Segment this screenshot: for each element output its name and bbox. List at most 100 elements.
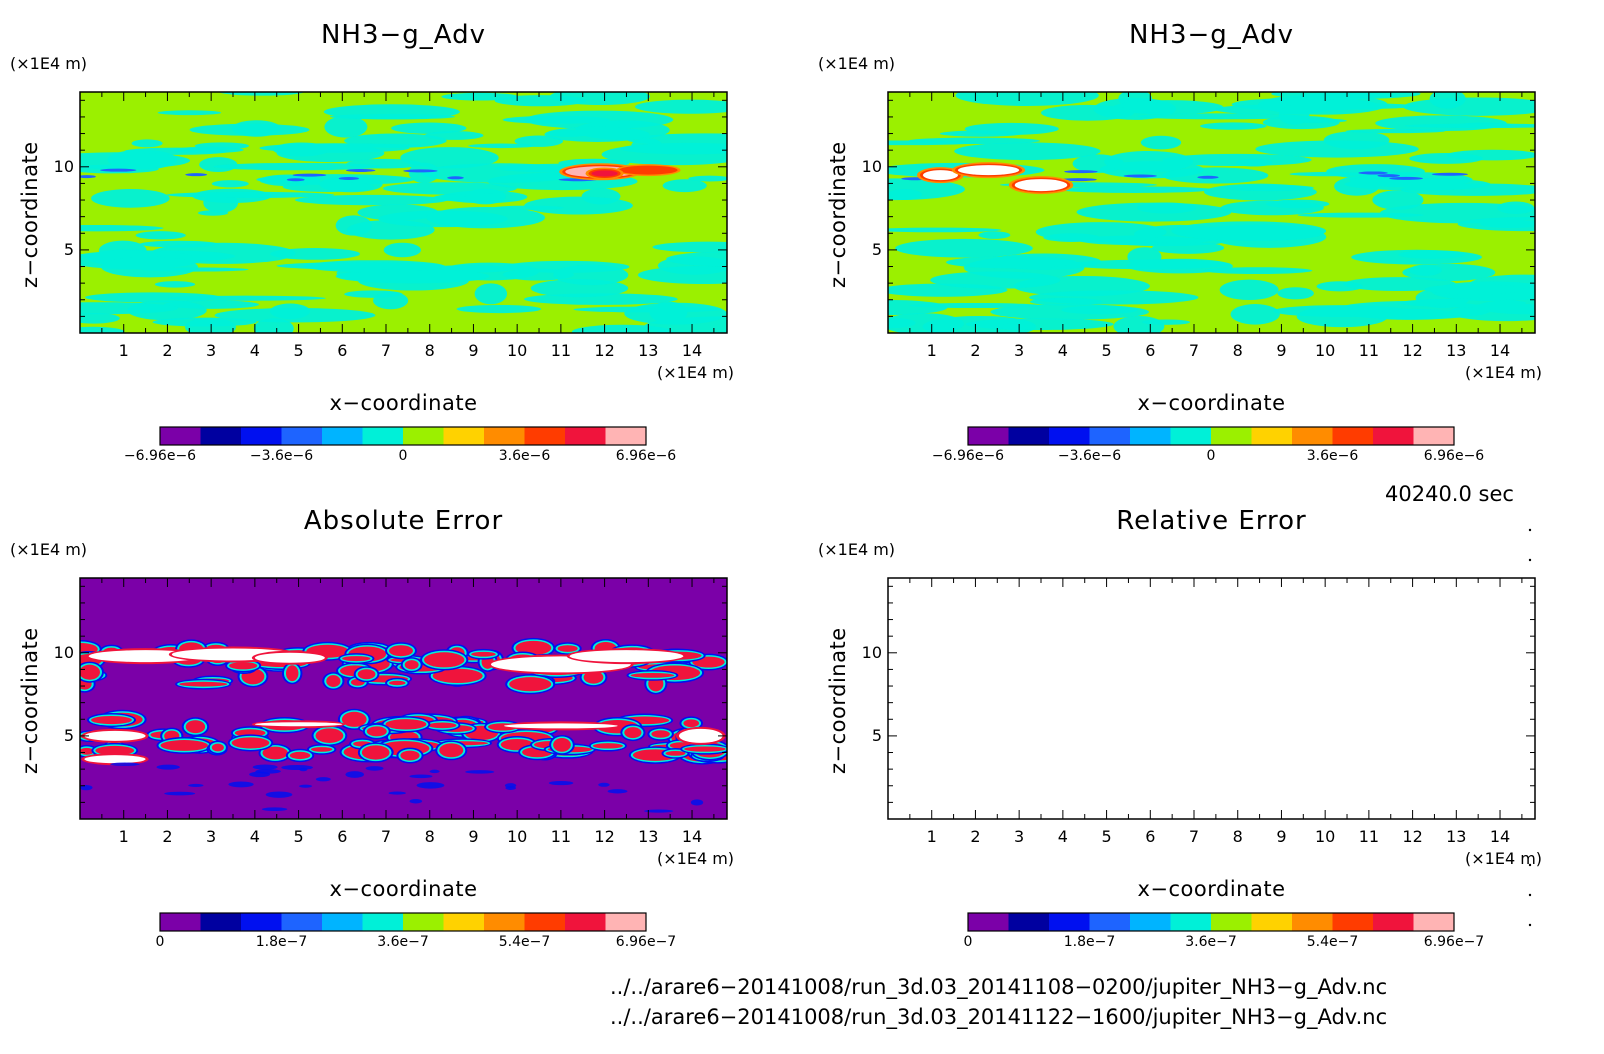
x-tick-label: 8 (424, 341, 435, 360)
x-tick-label: 7 (380, 827, 392, 846)
x-unit-label: (×1E4 m) (1465, 363, 1543, 382)
field-panel-1 (80, 92, 727, 333)
x-tick-label: 13 (1446, 341, 1467, 360)
x-tick-label: 1 (118, 827, 129, 846)
x-tick-label: 7 (380, 341, 392, 360)
x-tick-label: 5 (1101, 341, 1112, 360)
x-tick-label: 10 (1314, 341, 1336, 360)
x-tick-label: 8 (424, 827, 435, 846)
axes-panel-1 (79, 91, 728, 334)
colorbar-tick-label: 0 (398, 448, 408, 464)
x-tick-label: 1 (926, 827, 937, 846)
panel-title: NH3−g_Adv (1128, 20, 1295, 50)
colorbar-swatch (1332, 913, 1374, 931)
y-tick-label: 10 (861, 642, 882, 662)
plot-frame (79, 91, 728, 334)
x-tick-label: 11 (550, 827, 572, 846)
colorbar-swatch (968, 427, 1009, 445)
colorbar-tick-label: 5.4e−7 (498, 934, 551, 950)
x-tick-label: 1 (118, 341, 129, 360)
x-tick-label: 6 (1145, 341, 1156, 360)
dot-marker (1528, 893, 1532, 897)
plot-frame (79, 577, 728, 820)
y-axis-label: z−coordinate (826, 141, 850, 288)
x-tick-label: 9 (468, 341, 479, 360)
colorbar-tick-label: 0 (155, 934, 165, 950)
field-panel-3 (80, 578, 727, 819)
colorbar-swatch (565, 427, 606, 445)
x-unit-label: (×1E4 m) (1465, 849, 1543, 868)
colorbar-tick-label: 6.96e−6 (1423, 448, 1485, 464)
x-tick-label: 11 (1358, 827, 1380, 846)
y-unit-label: (×1E4 m) (10, 54, 88, 73)
dot-marker (1528, 863, 1532, 867)
panel-title: Relative Error (1116, 506, 1307, 536)
x-tick-label: 5 (1101, 827, 1112, 846)
colorbar-swatch (403, 427, 444, 445)
x-tick-label: 2 (970, 341, 981, 360)
x-tick-label: 9 (1276, 341, 1287, 360)
colorbar-swatch (200, 913, 242, 931)
colorbar-swatch (1251, 427, 1293, 445)
colorbar-2 (967, 426, 1455, 446)
y-tick-label: 10 (861, 156, 882, 176)
y-axis-label: z−coordinate (826, 627, 850, 774)
x-tick-label: 2 (162, 341, 173, 360)
colorbar-swatch (524, 427, 566, 445)
x-axis-label: x−coordinate (1137, 391, 1286, 415)
colorbar-tick-label: 6.96e−7 (1423, 934, 1485, 950)
colorbar-swatch (443, 427, 485, 445)
colorbar-swatch (605, 913, 647, 931)
colorbar-swatch (1373, 427, 1414, 445)
colorbar-swatch (565, 913, 606, 931)
field-panel-4 (888, 578, 1535, 819)
colorbar-swatch (1008, 913, 1050, 931)
colorbar-swatch (1130, 913, 1171, 931)
colorbar-swatch (1089, 427, 1131, 445)
x-tick-label: 14 (1489, 341, 1511, 360)
time-label: 40240.0 sec (1385, 482, 1514, 506)
x-tick-label: 5 (293, 341, 304, 360)
y-tick-label: 5 (871, 239, 882, 259)
colorbar-swatch (1292, 913, 1333, 931)
x-tick-label: 13 (638, 341, 659, 360)
colorbar-swatch (524, 913, 566, 931)
x-tick-label: 3 (1014, 341, 1025, 360)
x-unit-label: (×1E4 m) (657, 849, 735, 868)
colorbar-swatch (281, 427, 323, 445)
x-tick-label: 12 (594, 341, 615, 360)
dot-marker (1528, 923, 1532, 927)
axes-panel-2 (887, 91, 1536, 334)
colorbar-swatch (281, 913, 323, 931)
x-tick-label: 2 (970, 827, 981, 846)
x-tick-label: 12 (594, 827, 615, 846)
colorbar-swatch (160, 427, 201, 445)
colorbar-tick-label: 5.4e−7 (1306, 934, 1359, 950)
x-unit-label: (×1E4 m) (657, 363, 735, 382)
colorbar-swatch (605, 427, 647, 445)
colorbar-swatch (1211, 427, 1252, 445)
colorbar-swatch (1089, 913, 1131, 931)
colorbar-swatch (1211, 913, 1252, 931)
x-tick-label: 14 (681, 341, 703, 360)
colorbar-swatch (1049, 427, 1090, 445)
colorbar-4 (967, 912, 1455, 932)
x-tick-label: 4 (1057, 827, 1068, 846)
x-tick-label: 11 (550, 341, 572, 360)
x-tick-label: 10 (506, 827, 528, 846)
x-tick-label: 7 (1188, 341, 1200, 360)
plot-frame (887, 577, 1536, 820)
colorbar-swatch (241, 427, 282, 445)
file-path-2: ../../arare6−20141008/run_3d.03_20141122… (610, 1005, 1388, 1029)
x-tick-label: 14 (1489, 827, 1511, 846)
colorbar-tick-label: 1.8e−7 (1063, 934, 1116, 950)
colorbar-3 (159, 912, 647, 932)
x-tick-label: 6 (1145, 827, 1156, 846)
x-tick-label: 9 (468, 827, 479, 846)
y-tick-label: 10 (53, 156, 74, 176)
colorbar-swatch (1373, 913, 1414, 931)
colorbar-swatch (1170, 913, 1212, 931)
colorbar-tick-label: −6.96e−6 (931, 448, 1005, 464)
x-tick-label: 6 (337, 827, 348, 846)
x-tick-label: 3 (1014, 827, 1025, 846)
